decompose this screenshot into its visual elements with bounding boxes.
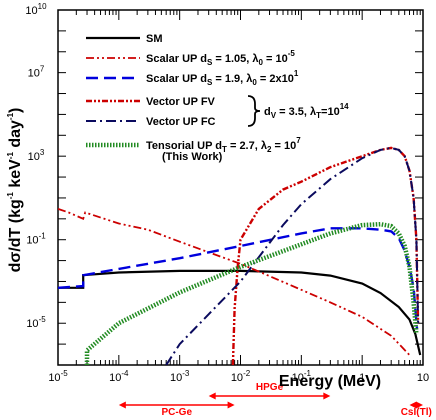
x-tick-base: 10 bbox=[109, 372, 121, 384]
y-tick-label: 10-5 bbox=[26, 315, 46, 330]
legend-note: (This Work) bbox=[162, 151, 223, 163]
legend-brace bbox=[247, 95, 261, 127]
x-tick-label: 10-5 bbox=[48, 369, 68, 384]
x-tick-base: 10 bbox=[170, 372, 182, 384]
x-tick-base: 1 bbox=[359, 372, 365, 384]
x-tick-exp: -5 bbox=[61, 369, 69, 378]
x-tick-base: 10 bbox=[292, 372, 304, 384]
legend-label-2: Scalar UP dS = 1.9, λ0 = 2x101 bbox=[146, 69, 299, 87]
range-label-1: HPGe bbox=[256, 382, 284, 393]
range-arrowhead-left-2 bbox=[409, 401, 417, 409]
x-tick-base: 10 bbox=[48, 372, 60, 384]
legend-text-main: Vector UP FV bbox=[146, 96, 216, 108]
y-tick-base: 10 bbox=[26, 235, 38, 247]
y-tick-label: 107 bbox=[28, 65, 45, 80]
y-axis-label-mid1: keV bbox=[7, 159, 24, 192]
legend-sub2: 2 bbox=[267, 145, 272, 154]
y-tick-base: 10 bbox=[26, 318, 38, 330]
x-tick-label: 1 bbox=[359, 372, 365, 384]
y-tick-exp: 10 bbox=[38, 2, 47, 11]
x-tick-exp: -3 bbox=[182, 369, 190, 378]
y-axis-label-main: dσ/dT (kg bbox=[7, 199, 24, 272]
legend-text-main: Vector UP FC bbox=[146, 116, 216, 128]
legend-tail2: = 10 bbox=[263, 53, 288, 65]
legend-label-0: SM bbox=[146, 33, 163, 45]
y-tick-label: 10-1 bbox=[26, 232, 46, 247]
x-tick-label: 10-3 bbox=[170, 369, 190, 384]
legend-sup2: 7 bbox=[296, 136, 301, 145]
legend-sup2: -5 bbox=[288, 49, 296, 58]
y-tick-exp: -1 bbox=[39, 232, 47, 241]
y-axis-label-sup3: -1 bbox=[6, 112, 15, 120]
vector-param-part-4: =10 bbox=[321, 106, 340, 118]
x-axis-label: Energy (MeV) bbox=[279, 373, 381, 390]
series-group bbox=[58, 146, 422, 365]
y-axis-label-mid2: day bbox=[7, 120, 24, 152]
vector-param-part-3: T bbox=[316, 111, 321, 120]
y-tick-base: 10 bbox=[25, 5, 37, 17]
detector-ranges: PC-Ge HPGe CsI(Tl) bbox=[118, 382, 432, 418]
legend-text-main: Tensorial UP d bbox=[146, 140, 222, 152]
legend-label-1: Scalar UP dS = 1.05, λ0 = 10-5 bbox=[146, 49, 295, 67]
x-tick-exp: -4 bbox=[121, 369, 129, 378]
legend-sub2: 0 bbox=[258, 58, 263, 67]
range-arrowhead-left-1 bbox=[208, 392, 216, 400]
legend-sub: T bbox=[222, 145, 227, 154]
legend-sub2: 0 bbox=[252, 78, 257, 87]
vector-param-part-5: 14 bbox=[340, 102, 349, 111]
vector-param-part-1: V bbox=[271, 111, 277, 120]
legend-tail2: = 2x10 bbox=[257, 73, 294, 85]
y-tick-label: 1010 bbox=[25, 2, 47, 17]
range-label-0: PC-Ge bbox=[161, 407, 192, 418]
legend-tail: = 1.9, λ bbox=[212, 73, 252, 85]
range-arrowhead-right-2 bbox=[416, 401, 423, 409]
y-axis-label-sup1: -1 bbox=[6, 192, 15, 200]
y-axis-label-end: ) bbox=[7, 108, 24, 113]
legend-tail2: = 10 bbox=[271, 140, 296, 152]
range-label-2: CsI(Tl) bbox=[401, 407, 432, 418]
vector-parameters: dV = 3.5, λT=1014 bbox=[264, 102, 349, 120]
legend-sub: S bbox=[207, 58, 213, 67]
legend-text-main: SM bbox=[146, 33, 163, 45]
series-line-3 bbox=[231, 146, 420, 365]
legend-text-main: Scalar UP d bbox=[146, 53, 207, 65]
x-tick-label: 10 bbox=[417, 372, 429, 384]
series-line-5 bbox=[84, 221, 419, 365]
y-axis-label: dσ/dT (kg-1 keV-1 day-1) bbox=[6, 108, 24, 273]
vector-param-part-2: = 3.5, λ bbox=[276, 106, 316, 118]
y-tick-exp: 3 bbox=[40, 148, 45, 157]
legend-sub: S bbox=[207, 78, 213, 87]
x-tick-base: 10 bbox=[417, 372, 429, 384]
x-tick-label: 10-2 bbox=[231, 369, 251, 384]
x-tick-label: 10-1 bbox=[292, 369, 312, 384]
legend-tail: = 2.7, λ bbox=[227, 140, 267, 152]
x-tick-label: 10-4 bbox=[109, 369, 129, 384]
legend-label-4: Vector UP FC bbox=[146, 116, 216, 128]
range-arrowhead-right-0 bbox=[227, 401, 235, 409]
x-tick-exp: -2 bbox=[243, 369, 251, 378]
vector-param-part-0: d bbox=[264, 106, 271, 118]
legend-label-5: Tensorial UP dT = 2.7, λ2 = 107 bbox=[146, 136, 301, 154]
y-tick-exp: -5 bbox=[39, 315, 47, 324]
y-axis-label-sup2: -1 bbox=[6, 152, 15, 160]
y-tick-label: 103 bbox=[28, 148, 45, 163]
series-line-2 bbox=[58, 227, 419, 330]
y-tick-base: 10 bbox=[28, 68, 40, 80]
y-tick-exp: 7 bbox=[40, 65, 45, 74]
range-arrowhead-right-1 bbox=[323, 392, 331, 400]
legend-label-3: Vector UP FV bbox=[146, 96, 216, 108]
legend-text-main: Scalar UP d bbox=[146, 73, 207, 85]
range-arrowhead-left-0 bbox=[118, 401, 126, 409]
legend-sup2: 1 bbox=[294, 69, 299, 78]
x-tick-base: 10 bbox=[231, 372, 243, 384]
legend-tail: = 1.05, λ bbox=[212, 53, 258, 65]
y-tick-base: 10 bbox=[28, 151, 40, 163]
series-line-4 bbox=[165, 146, 420, 365]
x-tick-exp: -1 bbox=[304, 369, 312, 378]
